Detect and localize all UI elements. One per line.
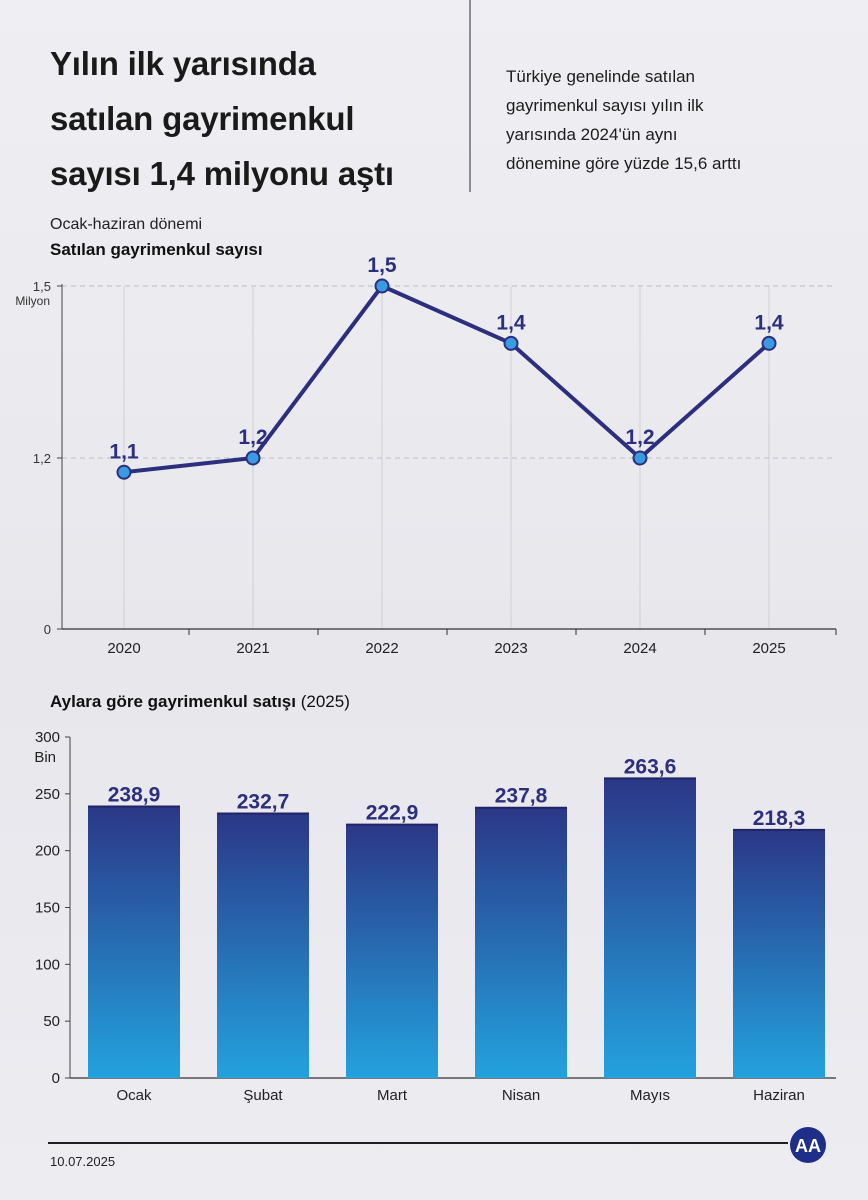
bar-chart-y-tick-label: 250	[35, 786, 60, 803]
aa-logo: AA	[790, 1127, 826, 1163]
line-chart-series-line	[122, 284, 771, 475]
line-chart-title: Satılan gayrimenkul sayısı	[50, 240, 263, 259]
bar-chart: 0 50 100 150 200 250 300 Bin 238,9 Ocak 232,7 Şubat…	[34, 729, 836, 1104]
line-chart-period-label: Ocak-haziran dönemi	[50, 216, 203, 233]
bar-data-label: 222,9	[366, 802, 419, 825]
headline-line: sayısı 1,4 milyonu aştı	[50, 155, 394, 192]
headline-line: Yılın ilk yarısında	[50, 45, 316, 82]
line-chart-y-tick-label: 1,2	[33, 451, 51, 466]
bar-chart-y-tick-label: 150	[35, 900, 60, 917]
bar	[604, 778, 696, 1078]
header-divider	[469, 0, 471, 192]
line-chart-x-tick-label: 2025	[752, 640, 785, 657]
bar-chart-title: Aylara göre gayrimenkul satışı (2025)	[50, 692, 350, 712]
bar-data-label: 237,8	[495, 785, 548, 808]
line-chart-x-tick-label: 2023	[494, 640, 527, 657]
line-chart-data-label: 1,2	[238, 426, 267, 449]
bar-chart-y-tick-label: 300	[35, 729, 60, 746]
footer-rule	[48, 1142, 788, 1144]
bar	[733, 829, 825, 1078]
subtitle-line: dönemine göre yüzde 15,6 arttı	[506, 154, 742, 173]
line-chart-point	[374, 278, 390, 294]
line-chart-x-tick-label: 2024	[623, 640, 656, 657]
bar-chart-title-suffix: (2025)	[300, 692, 350, 711]
bar-chart-y-tick-label: 200	[35, 843, 60, 860]
line-chart-point	[116, 464, 132, 480]
headline: Yılın ilk yarısında satılan gayrimenkul …	[50, 36, 450, 201]
bar-chart-x-tick-label: Mart	[377, 1087, 408, 1104]
bar-chart-unit-label: Bin	[34, 749, 56, 766]
bar-chart-y-tick-label: 100	[35, 956, 60, 973]
subtitle-line: yarısında 2024'ün aynı	[506, 125, 678, 144]
bar-chart-x-tick-label: Nisan	[502, 1087, 540, 1104]
bar-chart-title-text: Aylara göre gayrimenkul satışı	[50, 692, 296, 711]
line-chart-data-label: 1,1	[109, 440, 139, 463]
line-chart-x-tick-label: 2022	[365, 640, 398, 657]
bar-chart-x-tick-label: Haziran	[753, 1087, 805, 1104]
aa-logo-text: AA	[795, 1136, 821, 1156]
bar	[88, 806, 180, 1078]
line-chart-point	[503, 335, 519, 351]
bar	[475, 807, 567, 1078]
bar-chart-x-tick-label: Mayıs	[630, 1087, 670, 1104]
bar-chart-y-tick-label: 0	[52, 1070, 60, 1087]
subtitle-line: gayrimenkul sayısı yılın ilk	[506, 96, 704, 115]
line-chart-point	[245, 450, 261, 466]
line-chart-unit-label: Milyon	[15, 294, 50, 308]
line-chart-data-label: 1,2	[625, 426, 654, 449]
bar-chart-x-tick-label: Şubat	[243, 1087, 283, 1104]
line-chart-y-tick-label: 0	[44, 622, 51, 637]
line-chart-y-tick-label: 1,5	[33, 279, 51, 294]
line-chart-data-label: 1,4	[754, 311, 784, 334]
line-chart-data-label: 1,5	[367, 254, 397, 277]
line-chart-point	[632, 450, 648, 466]
publish-date: 10.07.2025	[50, 1154, 116, 1169]
bar-data-label: 218,3	[753, 807, 806, 830]
line-chart-point	[761, 335, 777, 351]
headline-line: satılan gayrimenkul	[50, 100, 355, 137]
line-chart-x-tick-label: 2021	[236, 640, 269, 657]
bar-data-label: 263,6	[624, 755, 677, 778]
bar-chart-x-tick-label: Ocak	[116, 1087, 152, 1104]
bar-data-label: 232,7	[237, 790, 290, 813]
bar	[346, 824, 438, 1078]
subtitle: Türkiye genelinde satılan gayrimenkul sa…	[506, 62, 826, 178]
bar-data-label: 238,9	[108, 783, 161, 806]
line-chart-data-label: 1,4	[496, 311, 526, 334]
subtitle-line: Türkiye genelinde satılan	[506, 67, 696, 86]
bar-chart-y-tick-label: 50	[43, 1013, 60, 1030]
line-chart-x-tick-label: 2020	[107, 640, 140, 657]
bar	[217, 813, 309, 1078]
